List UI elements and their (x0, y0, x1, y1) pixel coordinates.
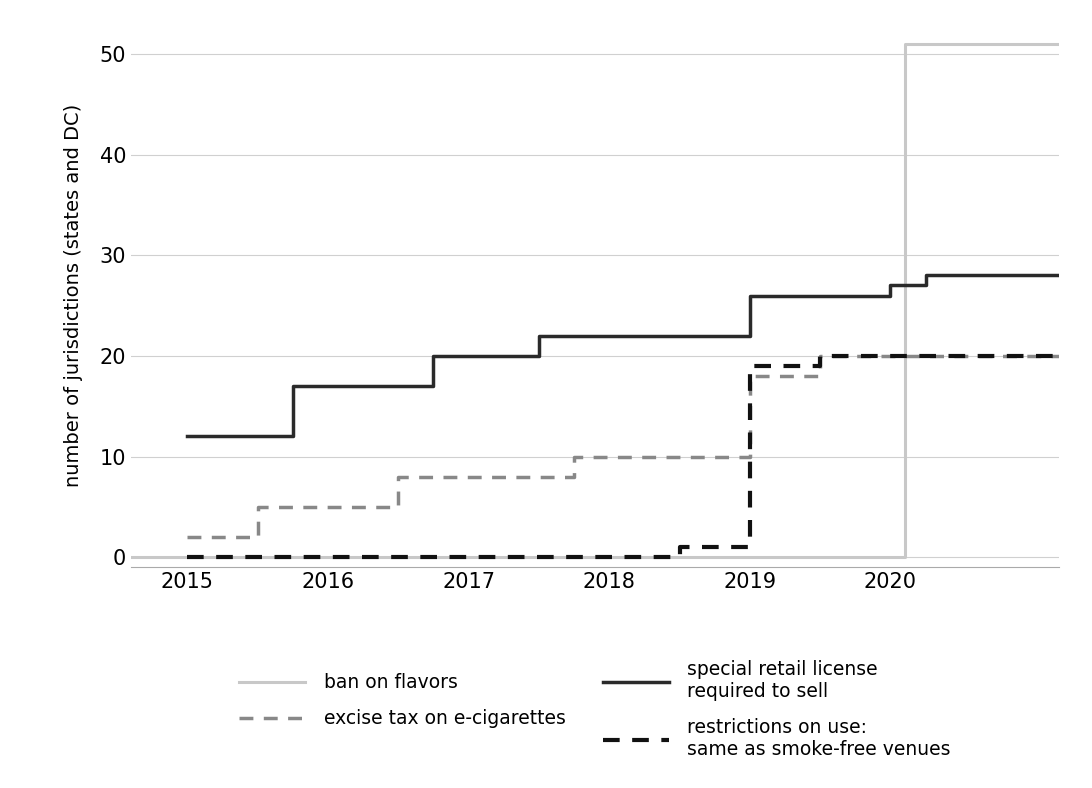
Legend: ban on flavors, excise tax on e-cigarettes, special retail license
required to s: ban on flavors, excise tax on e-cigarett… (232, 652, 959, 767)
Y-axis label: number of jurisdictions (states and DC): number of jurisdictions (states and DC) (64, 104, 83, 487)
